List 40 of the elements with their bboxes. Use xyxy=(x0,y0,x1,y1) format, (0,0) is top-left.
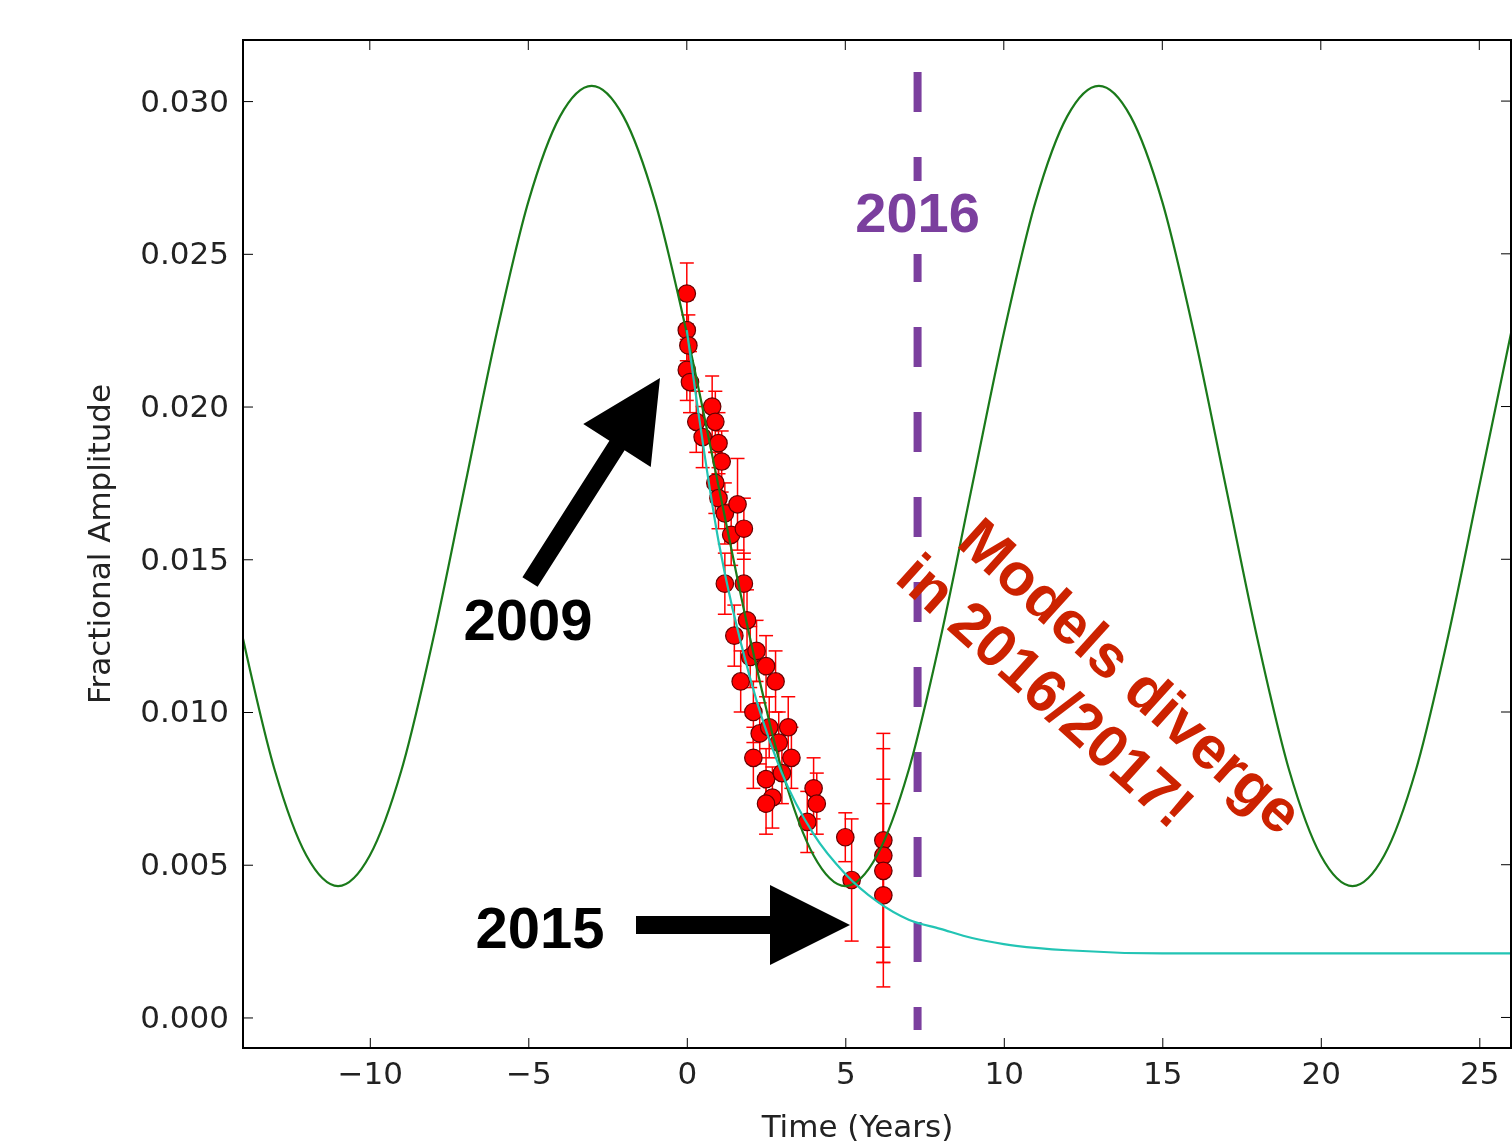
point xyxy=(778,717,798,737)
point xyxy=(728,494,747,514)
x-axis-title: Time (Years) xyxy=(760,1108,954,1141)
y-tick-label: 0.020 xyxy=(140,387,229,424)
y-tick-label: 0.000 xyxy=(140,998,229,1035)
x-tick-label: 0 xyxy=(677,1055,698,1092)
point xyxy=(782,748,801,768)
y-tick-label: 0.030 xyxy=(140,82,229,119)
x-tick-label: 20 xyxy=(1301,1055,1342,1092)
x-tick-label: 10 xyxy=(984,1055,1025,1092)
point xyxy=(702,397,722,416)
point xyxy=(734,519,754,539)
y-tick-label: 0.010 xyxy=(140,693,229,730)
x-tick-label: 15 xyxy=(1143,1055,1183,1092)
y-tick-label: 0.025 xyxy=(140,235,229,272)
x-tick-label: 5 xyxy=(835,1055,856,1092)
annotation: 2015 xyxy=(475,895,605,960)
point xyxy=(756,794,776,813)
point xyxy=(756,656,776,676)
point xyxy=(677,284,697,303)
y-axis-title: Fractional Amplitude xyxy=(81,383,117,705)
annotation: 2016 xyxy=(855,181,980,244)
point xyxy=(804,779,823,798)
point xyxy=(744,748,763,768)
x-tick-label: −5 xyxy=(505,1055,552,1092)
x-tick-label: −10 xyxy=(337,1055,404,1092)
point xyxy=(705,412,725,432)
y-tick-label: 0.005 xyxy=(140,846,229,883)
annotation: 2009 xyxy=(463,587,593,652)
x-tick-label: 25 xyxy=(1460,1055,1500,1092)
point xyxy=(807,794,827,813)
y-tick-label: 0.015 xyxy=(140,540,229,577)
point xyxy=(874,885,893,905)
line-series xyxy=(243,84,1511,888)
point xyxy=(835,827,855,847)
point xyxy=(709,433,728,453)
point xyxy=(756,769,776,789)
point xyxy=(874,861,893,881)
point xyxy=(766,672,785,691)
point xyxy=(731,672,751,691)
